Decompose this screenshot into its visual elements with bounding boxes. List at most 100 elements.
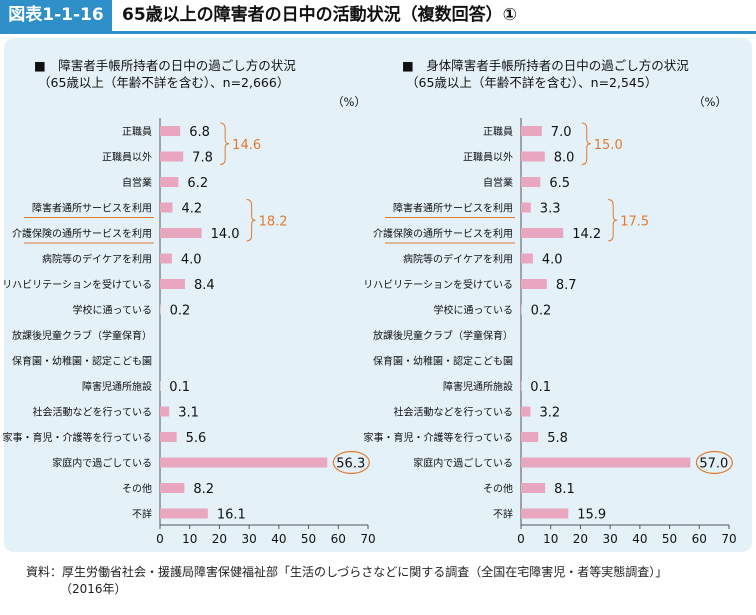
chart-1-annotation-bracket: [246, 199, 256, 242]
source-line-2: （2016年）: [60, 582, 127, 596]
chart-1-category-label: 保育園・幼稚園・認定こども園: [12, 355, 152, 368]
chart-1-bar: [160, 457, 328, 468]
chart-2-value-label: 5.8: [547, 431, 568, 446]
chart-2-bar: [521, 432, 539, 442]
chart-2-bar: [521, 508, 569, 519]
figure-title: 65歳以上の障害者の日中の活動状況（複数回答）①: [122, 5, 518, 25]
chart-2-bar: [521, 406, 531, 417]
chart-2-category-label: 障害者通所サービスを利用: [393, 202, 513, 215]
chart-1-bar: [160, 177, 179, 187]
chart-2-tick-label: 20: [573, 532, 588, 546]
chart-1-tick-label: 0: [156, 532, 164, 546]
chart-1-bar: [160, 228, 202, 238]
chart-2-value-label: 0.2: [531, 304, 552, 319]
chart-1-value-label: 6.2: [187, 176, 208, 191]
chart-1-category-label: 社会活動などを行っている: [33, 406, 153, 419]
chart-1-category-label: 自営業: [122, 176, 152, 189]
chart-2-value-label: 3.3: [540, 202, 561, 217]
chart-2-category-label: 家庭内で過ごしている: [413, 457, 513, 470]
chart-1-category-label: リハビリテーションを受けている: [2, 279, 152, 291]
chart-2-value-label: 6.5: [549, 176, 570, 191]
chart-1-value-label: 16.1: [217, 508, 246, 523]
chart-1-unit: （%）: [332, 95, 366, 109]
chart-1-value-label: 4.0: [181, 253, 202, 268]
chart-1-category-label: 正職員: [122, 126, 152, 138]
chart-2-bar: [521, 483, 546, 493]
chart-1-subtitle: （65歳以上（年齢不詳を含む）、n=2,666）: [38, 75, 289, 90]
chart-1-highlight-circle: [332, 450, 370, 475]
chart-1-tick-label: 40: [271, 532, 286, 546]
chart-1-tick-label: 30: [242, 532, 257, 546]
chart-2-bar: [521, 253, 533, 264]
chart-2-tick-label: 30: [603, 532, 618, 546]
chart-1-category-label: 学校に通っている: [73, 304, 153, 317]
chart-1-bar: [160, 202, 173, 213]
chart-2-value-label: 8.1: [554, 482, 575, 497]
chart-1-tick-label: 50: [301, 532, 316, 546]
chart-1-bar: [160, 508, 208, 519]
chart-2-tick-label: 40: [632, 532, 647, 546]
chart-2-tick-label: 50: [662, 532, 677, 546]
chart-2-tick-label: 0: [517, 532, 525, 546]
chart-2-bar: [521, 279, 547, 289]
chart-2-annotation-label: 17.5: [620, 214, 649, 229]
chart-1-value-label: 4.2: [181, 202, 202, 217]
chart-1-bar: [160, 483, 185, 493]
chart-1-value-label: 7.8: [192, 151, 213, 166]
chart-1-category-label: 家事・育児・介護等を行っている: [3, 431, 153, 444]
chart-2-category-label: 障害児通所施設: [443, 380, 513, 393]
chart-2-category-label: 学校に通っている: [434, 304, 514, 317]
chart-2-category-label: 社会活動などを行っている: [394, 406, 514, 419]
chart-1-title: ■ 障害者手帳所持者の日中の過ごし方の状況: [34, 58, 296, 73]
chart-2-annotation-label: 15.0: [594, 138, 623, 153]
chart-1-category-label: 放課後児童クラブ（学童保育）: [12, 329, 152, 342]
chart-2-bar: [521, 304, 522, 315]
chart-2-value-label: 8.0: [554, 151, 575, 166]
chart-1-value-label: 5.6: [186, 431, 207, 446]
chart-2-value-label: 57.0: [699, 457, 728, 472]
chart-2-value-label: 15.9: [577, 508, 606, 523]
chart-2-category-label: 介護保険の通所サービスを利用: [373, 227, 513, 240]
chart-2-tick-label: 60: [692, 532, 707, 546]
chart-2-category-label: 不詳: [493, 508, 513, 521]
chart-2-value-label: 3.2: [540, 406, 561, 421]
chart-1-category-label: 不詳: [132, 508, 152, 521]
chart-2-subtitle: （65歳以上（年齢不詳を含む）、n=2,545）: [406, 75, 657, 90]
chart-1-tick-label: 20: [212, 532, 227, 546]
chart-1-category-label: 障害児通所施設: [82, 380, 152, 393]
chart-1-value-label: 0.2: [170, 304, 191, 319]
chart-2-tick-label: 10: [543, 532, 558, 546]
chart-2-unit: （%）: [693, 95, 727, 109]
chart-1-annotation-label: 14.6: [232, 138, 261, 153]
chart-2-category-label: 自営業: [483, 176, 513, 189]
chart-2-annotation-bracket: [608, 199, 618, 242]
chart-2-category-label: 放課後児童クラブ（学童保育）: [373, 329, 513, 342]
chart-2-tick-label: 70: [721, 532, 736, 546]
chart-1-bar: [160, 151, 184, 162]
chart-2-value-label: 14.2: [572, 227, 601, 242]
chart-1-category-label: 病院等のデイケアを利用: [42, 253, 152, 266]
chart-1-value-label: 14.0: [211, 227, 240, 242]
chart-1-bar: [160, 304, 161, 315]
chart-1-bar: [160, 279, 185, 289]
chart-2-annotation-bracket: [581, 122, 591, 165]
chart-2-value-label: 8.7: [556, 278, 577, 293]
figure-number: 図表1-1-16: [0, 0, 112, 31]
chart-2-bar: [521, 126, 542, 136]
chart-2-category-label: 病院等のデイケアを利用: [403, 253, 513, 266]
chart-1-bar: [160, 432, 177, 442]
chart-1-bar: [160, 381, 161, 391]
chart-2-title: ■ 身体障害者手帳所持者の日中の過ごし方の状況: [402, 58, 689, 73]
chart-1-annotation-label: 18.2: [259, 214, 288, 229]
chart-2-bar: [521, 228, 564, 238]
chart-1-category-label: 障害者通所サービスを利用: [32, 202, 152, 215]
chart-1-value-label: 56.3: [336, 457, 365, 472]
chart-2-bar: [521, 202, 531, 213]
chart-2-category-label: リハビリテーションを受けている: [363, 279, 513, 291]
chart-2-value-label: 7.0: [551, 125, 572, 140]
chart-2-bar: [521, 177, 541, 187]
chart-2-category-label: 保育園・幼稚園・認定こども園: [373, 355, 513, 368]
chart-2-category-label: 正職員以外: [463, 152, 513, 164]
chart-1-tick-label: 60: [331, 532, 346, 546]
